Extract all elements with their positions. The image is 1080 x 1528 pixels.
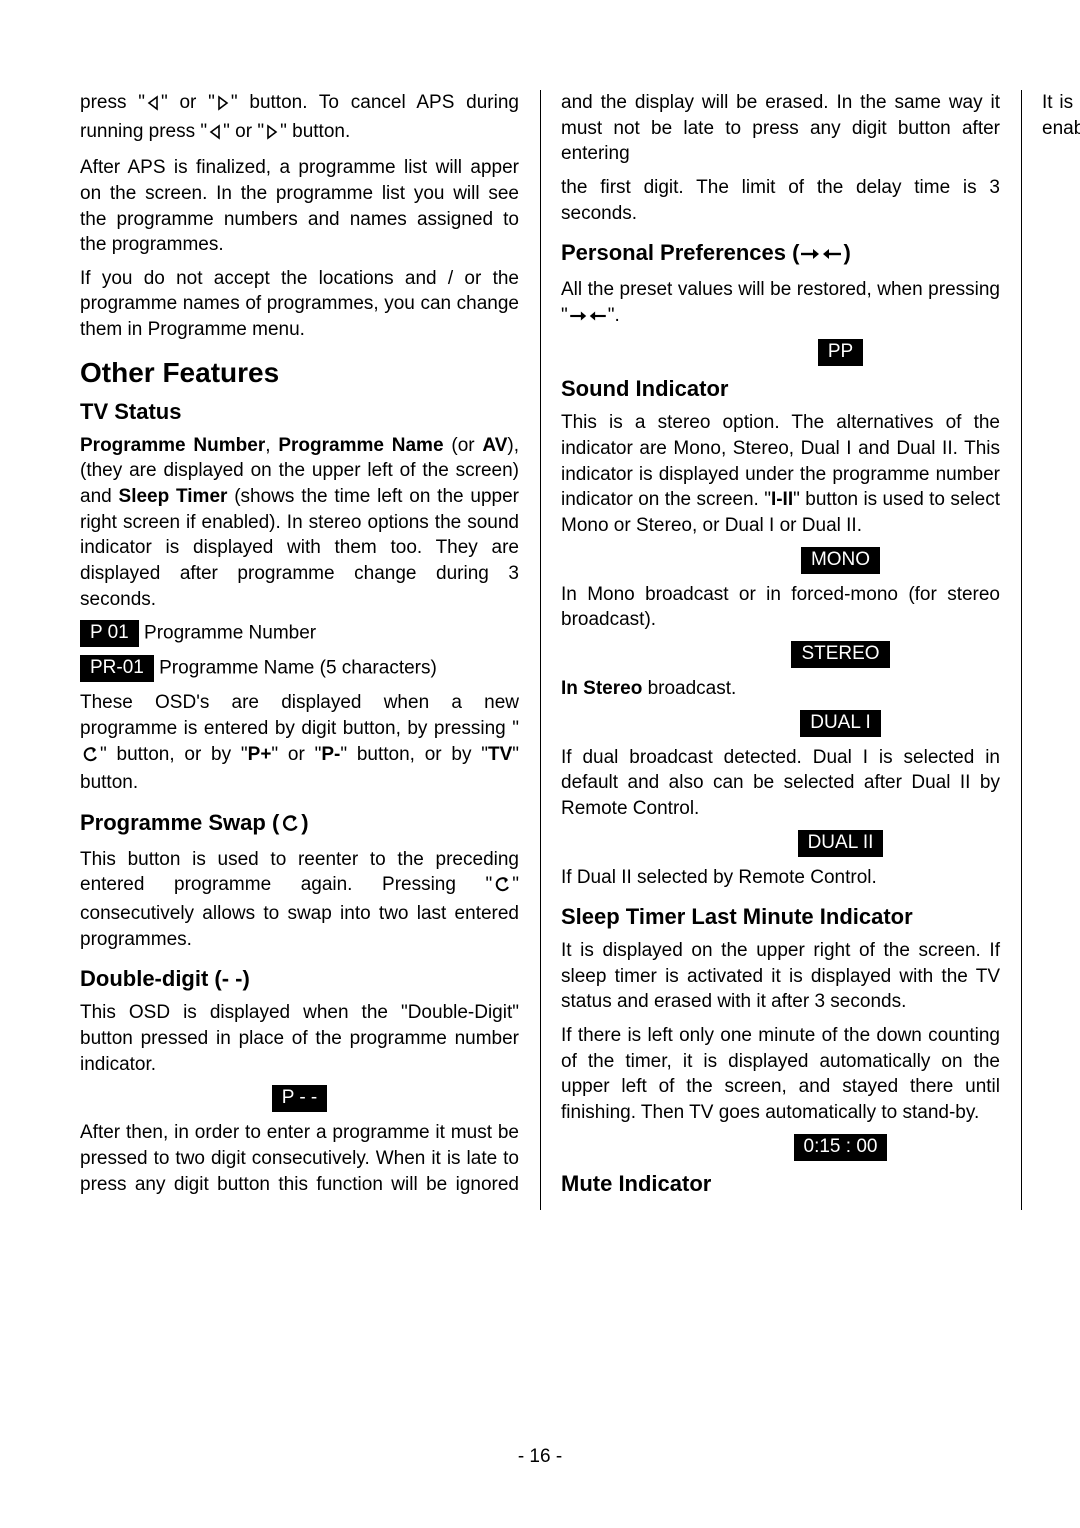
text: " button, or by " (100, 744, 248, 765)
first-digit-paragraph: the first digit. The limit of the delay … (561, 175, 1000, 226)
sleep-p1: It is displayed on the upper right of th… (561, 938, 1000, 1015)
bold-text: Programme Name (278, 435, 443, 456)
osd-displayed-paragraph: These OSD's are displayed when a new pro… (80, 690, 519, 796)
bold-text: P+ (248, 744, 272, 765)
stereo-badge-row: STEREO (561, 641, 1000, 668)
dual2-badge-row: DUAL II (561, 830, 1000, 857)
text: Programme Swap ( (80, 810, 279, 835)
two-column-layout: press "" or "" button. To cancel APS dur… (80, 90, 1000, 1210)
text: press " (80, 92, 145, 113)
left-triangle-icon (207, 122, 223, 148)
tv-status-paragraph: Programme Number, Programme Name (or AV)… (80, 433, 519, 612)
text: All the preset values will be restored, … (561, 279, 1000, 326)
page-number: - 16 - (0, 1446, 1080, 1468)
p-dash-badge-row: P - - (80, 1085, 519, 1112)
double-digit-heading: Double-digit (- -) (80, 966, 519, 992)
tv-status-heading: TV Status (80, 399, 519, 425)
programme-number-badge-row: P 01 Programme Number (80, 620, 519, 647)
p01-badge: P 01 (80, 620, 139, 647)
text: This button is used to reenter to the pr… (80, 849, 519, 896)
arrow-right-left-icon (799, 243, 843, 269)
text: " button, or by " (340, 744, 488, 765)
programme-name-badge-row: PR-01 Programme Name (5 characters) (80, 655, 519, 682)
aps-locations-paragraph: If you do not accept the locations and /… (80, 266, 519, 343)
bold-text: TV (488, 744, 512, 765)
text: " button. (280, 121, 350, 142)
swap-icon (80, 745, 100, 771)
mono-badge: MONO (801, 547, 880, 574)
mono-badge-row: MONO (561, 547, 1000, 574)
pp-badge-row: PP (561, 339, 1000, 366)
other-features-heading: Other Features (80, 357, 519, 389)
mute-paragraph: It is placed in the upper middle of the … (1042, 90, 1080, 141)
aps-press-paragraph: press "" or "" button. To cancel APS dur… (80, 90, 519, 147)
bold-text: Sleep Timer (119, 486, 228, 507)
swap-icon (279, 813, 301, 839)
dual1-badge: DUAL I (800, 710, 881, 737)
double-digit-p1: This OSD is displayed when the "Double-D… (80, 1000, 519, 1077)
text: ". (608, 305, 620, 326)
right-triangle-icon (264, 122, 280, 148)
pp-badge: PP (818, 339, 863, 366)
badge-label: Programme Number (139, 623, 316, 644)
mono-paragraph: In Mono broadcast or in forced-mono (for… (561, 582, 1000, 633)
bold-text: In Stereo (561, 678, 642, 699)
sleep-p2: If there is left only one minute of the … (561, 1023, 1000, 1126)
right-triangle-icon (215, 93, 231, 119)
arrow-right-left-icon (568, 306, 608, 332)
bold-text: P- (321, 744, 340, 765)
swap-paragraph: This button is used to reenter to the pr… (80, 847, 519, 953)
text: broadcast. (642, 678, 736, 699)
swap-icon (492, 875, 512, 901)
aps-finalized-paragraph: After APS is finalized, a programme list… (80, 155, 519, 258)
text: " or " (161, 92, 215, 113)
dual1-badge-row: DUAL I (561, 710, 1000, 737)
bold-text: I-II (771, 489, 793, 510)
text: These OSD's are displayed when a new pro… (80, 692, 519, 739)
text: ) (301, 810, 308, 835)
pr01-badge: PR-01 (80, 655, 154, 682)
text: " or " (271, 744, 321, 765)
personal-preferences-heading: Personal Preferences () (561, 240, 1000, 269)
mute-indicator-heading: Mute Indicator (561, 1171, 1000, 1197)
p-dash-badge: P - - (272, 1085, 328, 1112)
stereo-badge: STEREO (791, 641, 889, 668)
dual2-badge: DUAL II (798, 830, 884, 857)
badge-label: Programme Name (5 characters) (154, 658, 437, 679)
text: , (265, 435, 278, 456)
bold-text: Programme Number (80, 435, 265, 456)
text: " or " (223, 121, 264, 142)
time-badge: 0:15 : 00 (794, 1134, 888, 1161)
stereo-paragraph: In Stereo broadcast. (561, 676, 1000, 702)
sleep-timer-heading: Sleep Timer Last Minute Indicator (561, 904, 1000, 930)
mute-badge-row (1042, 149, 1080, 178)
time-badge-row: 0:15 : 00 (561, 1134, 1000, 1161)
programme-swap-heading: Programme Swap () (80, 810, 519, 839)
text: Personal Preferences ( (561, 240, 799, 265)
sound-indicator-heading: Sound Indicator (561, 376, 1000, 402)
pp-paragraph: All the preset values will be restored, … (561, 277, 1000, 331)
text: ) (843, 240, 850, 265)
left-triangle-icon (145, 93, 161, 119)
dual2-paragraph: If Dual II selected by Remote Control. (561, 865, 1000, 891)
sound-paragraph: This is a stereo option. The alternative… (561, 410, 1000, 538)
bold-text: AV (482, 435, 507, 456)
dual1-paragraph: If dual broadcast detected. Dual I is se… (561, 745, 1000, 822)
text: (or (444, 435, 483, 456)
